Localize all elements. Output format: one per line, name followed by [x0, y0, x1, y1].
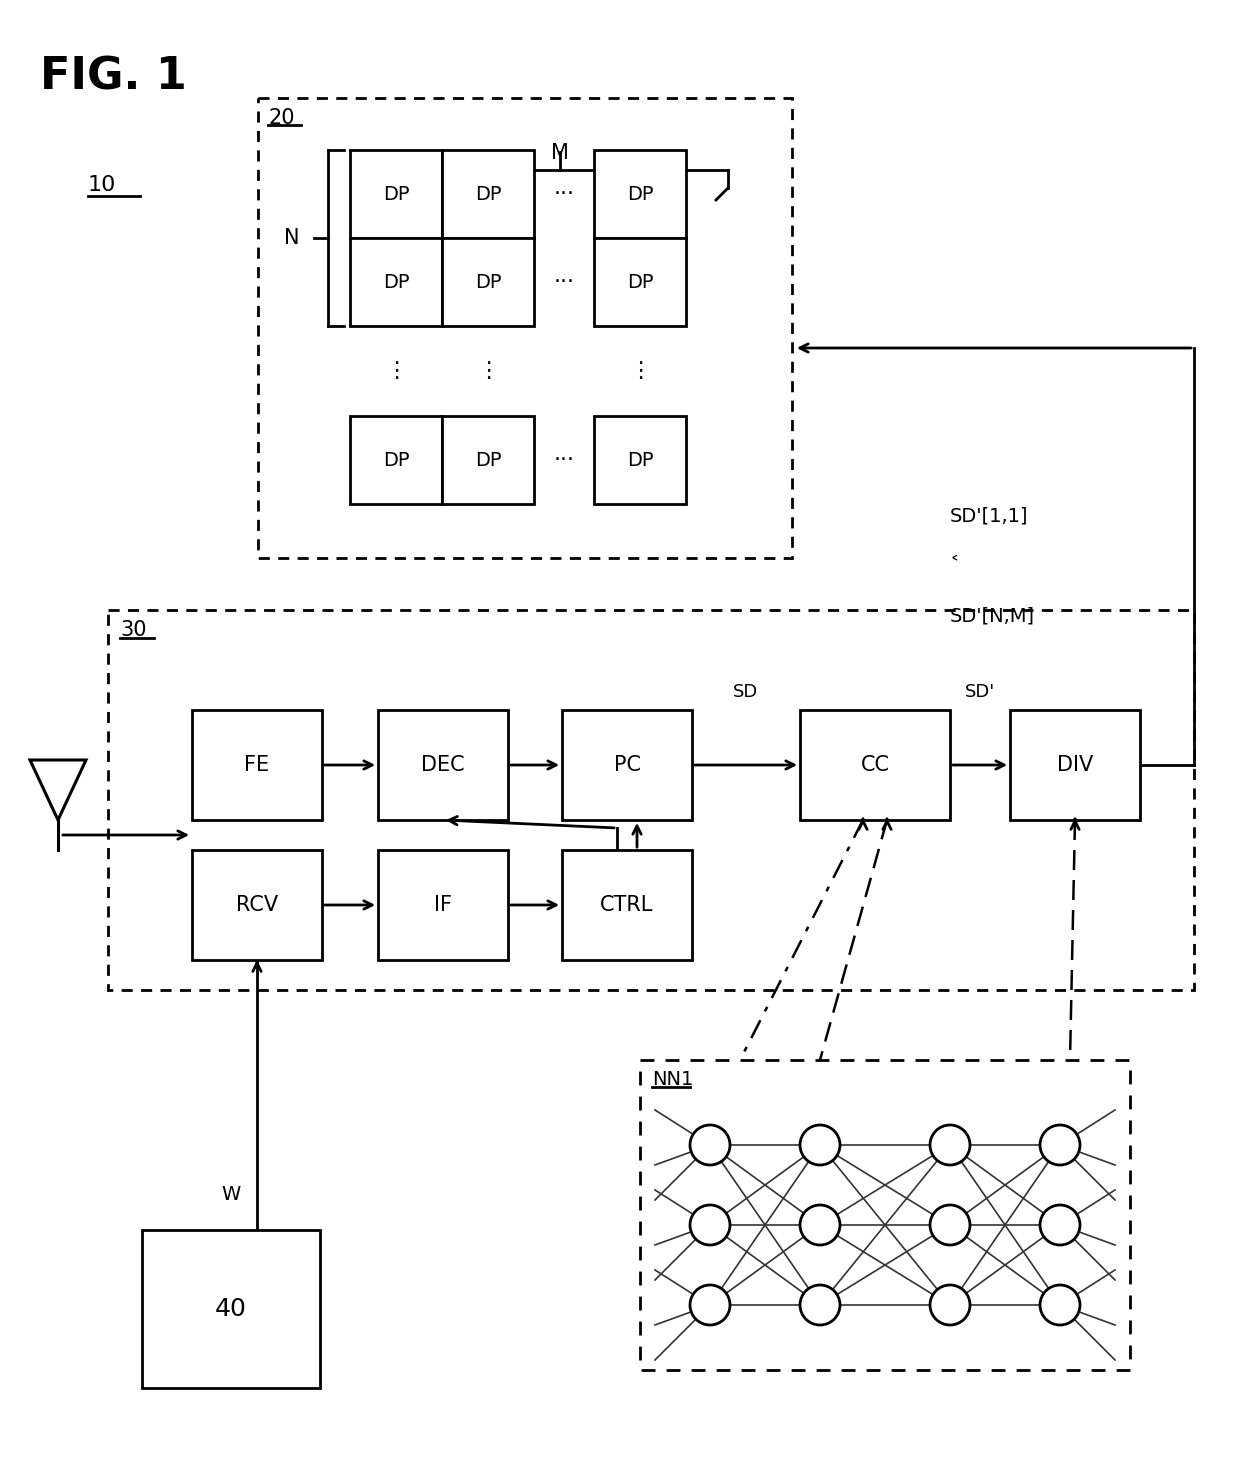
- Text: DP: DP: [626, 273, 653, 292]
- Text: ···: ···: [553, 451, 574, 470]
- Text: NN1: NN1: [652, 1070, 693, 1089]
- Text: DP: DP: [475, 273, 501, 292]
- Text: DEC: DEC: [422, 754, 465, 775]
- Text: CTRL: CTRL: [600, 895, 653, 914]
- Bar: [378, 851, 508, 960]
- Bar: [594, 150, 686, 239]
- Bar: [640, 1060, 1130, 1369]
- Text: ˂: ˂: [950, 557, 960, 575]
- Text: RCV: RCV: [236, 895, 278, 914]
- Text: DP: DP: [383, 184, 409, 203]
- Bar: [108, 611, 1194, 990]
- Text: 10: 10: [88, 175, 117, 196]
- Circle shape: [800, 1285, 839, 1325]
- Circle shape: [1040, 1205, 1080, 1245]
- Circle shape: [930, 1285, 970, 1325]
- Circle shape: [1040, 1285, 1080, 1325]
- Bar: [366, 133, 551, 310]
- Text: ⋮: ⋮: [629, 362, 651, 381]
- Bar: [562, 851, 692, 960]
- Text: DP: DP: [383, 451, 409, 470]
- Text: DP: DP: [475, 451, 501, 470]
- Text: DP: DP: [626, 184, 653, 203]
- Text: DIV: DIV: [1056, 754, 1094, 775]
- Text: W: W: [222, 1186, 241, 1205]
- Bar: [350, 150, 441, 239]
- Text: DP: DP: [475, 184, 501, 203]
- Circle shape: [689, 1205, 730, 1245]
- Bar: [258, 98, 792, 559]
- Text: DP: DP: [626, 451, 653, 470]
- Text: DP: DP: [383, 273, 409, 292]
- Text: SD'[N,M]: SD'[N,M]: [950, 606, 1035, 625]
- Circle shape: [800, 1125, 839, 1165]
- Text: N: N: [284, 228, 300, 247]
- Text: ···: ···: [553, 273, 574, 292]
- Text: 40: 40: [215, 1297, 247, 1320]
- Text: ⋮: ⋮: [384, 362, 407, 381]
- Bar: [192, 710, 322, 820]
- Text: M: M: [551, 142, 569, 163]
- Circle shape: [689, 1285, 730, 1325]
- Circle shape: [930, 1125, 970, 1165]
- Text: IF: IF: [434, 895, 453, 914]
- Circle shape: [930, 1205, 970, 1245]
- Text: SD'[1,1]: SD'[1,1]: [950, 507, 1028, 526]
- Bar: [366, 400, 551, 488]
- Bar: [378, 710, 508, 820]
- Text: 20: 20: [268, 108, 295, 127]
- Text: SD': SD': [965, 683, 996, 701]
- Bar: [800, 710, 950, 820]
- Bar: [441, 150, 534, 239]
- Bar: [610, 400, 702, 488]
- Circle shape: [800, 1205, 839, 1245]
- Circle shape: [689, 1125, 730, 1165]
- Text: PC: PC: [614, 754, 641, 775]
- Circle shape: [1040, 1125, 1080, 1165]
- Bar: [441, 416, 534, 504]
- Bar: [1011, 710, 1140, 820]
- Text: 30: 30: [120, 619, 146, 640]
- Bar: [594, 239, 686, 326]
- Text: FE: FE: [244, 754, 269, 775]
- Bar: [594, 416, 686, 504]
- Text: CC: CC: [861, 754, 889, 775]
- Text: ⋮: ⋮: [477, 362, 500, 381]
- Bar: [350, 239, 441, 326]
- Bar: [610, 133, 702, 310]
- Bar: [441, 239, 534, 326]
- Bar: [143, 1230, 320, 1389]
- Text: ···: ···: [553, 184, 574, 205]
- Bar: [350, 416, 441, 504]
- Bar: [562, 710, 692, 820]
- Bar: [192, 851, 322, 960]
- Text: FIG. 1: FIG. 1: [40, 55, 187, 98]
- Text: SD: SD: [733, 683, 759, 701]
